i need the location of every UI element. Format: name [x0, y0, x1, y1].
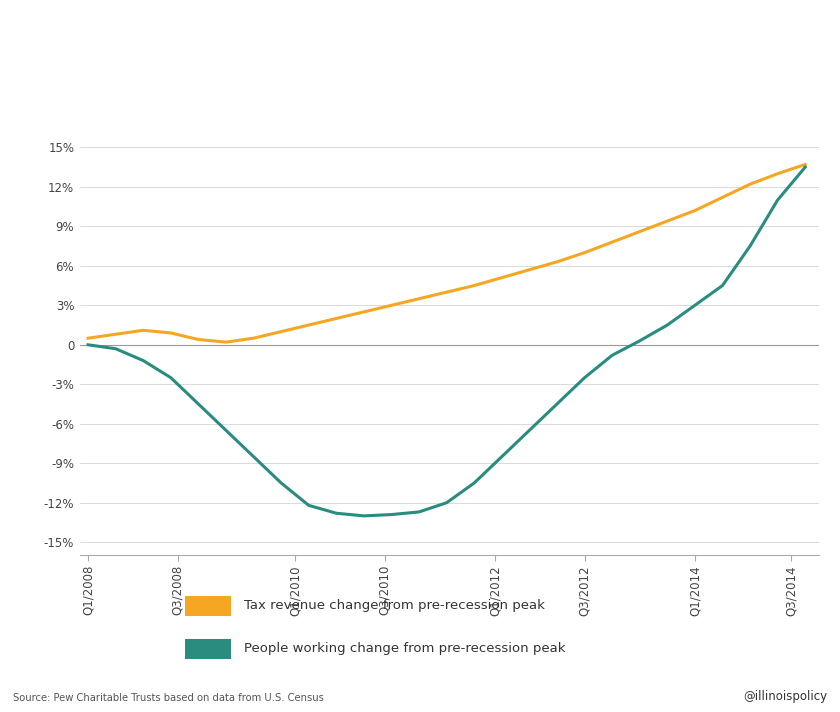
Text: Tax revenue change from pre-recession peak: Tax revenue change from pre-recession pe… — [244, 600, 544, 612]
Text: Percent change in real tax revenue vs. percent change in people working in Texas: Percent change in real tax revenue vs. p… — [119, 71, 721, 84]
Text: Texas increased the number of people working and a tax-revenue recovery followed: Texas increased the number of people wor… — [0, 24, 840, 42]
Text: People working change from pre-recession peak: People working change from pre-recession… — [244, 642, 565, 655]
Text: Source: Pew Charitable Trusts based on data from U.S. Census: Source: Pew Charitable Trusts based on d… — [13, 693, 323, 703]
Text: @illinoispolicy: @illinoispolicy — [743, 691, 827, 703]
